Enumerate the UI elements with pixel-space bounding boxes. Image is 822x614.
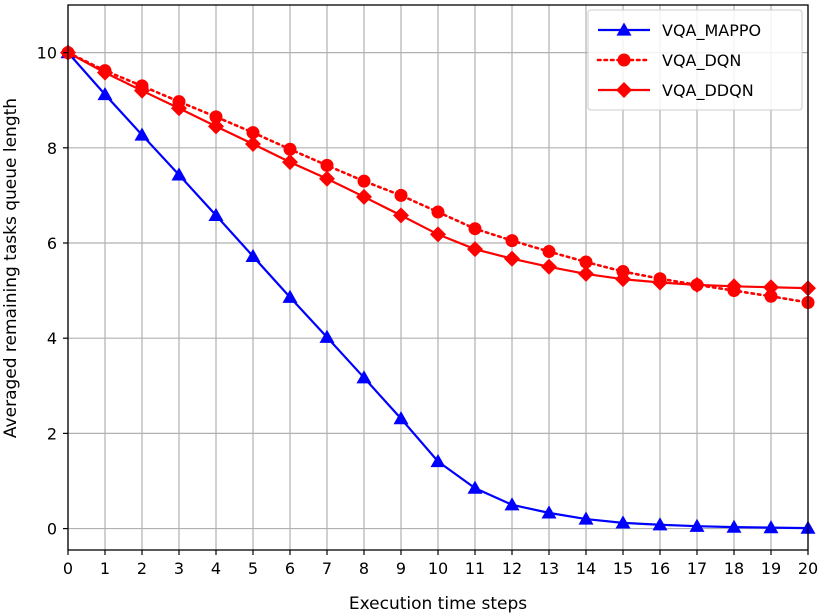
legend-label: VQA_DQN <box>662 51 741 71</box>
data-point <box>282 154 298 171</box>
data-point <box>283 142 297 156</box>
x-tick-label: 19 <box>761 559 781 578</box>
data-point <box>208 118 224 135</box>
legend: VQA_MAPPO VQA_DQN VQA_DDQN <box>587 9 803 111</box>
data-point <box>652 274 668 291</box>
data-point <box>357 174 371 188</box>
legend-marker <box>617 53 631 67</box>
data-point <box>504 497 520 511</box>
legend-marker <box>616 22 632 36</box>
y-tick-label: 2 <box>47 424 57 443</box>
y-tick-label: 4 <box>47 329 57 348</box>
x-tick-label: 6 <box>285 559 295 578</box>
data-point <box>246 126 260 140</box>
data-point <box>319 329 335 343</box>
y-tick-label: 0 <box>47 520 57 539</box>
x-tick-label: 12 <box>502 559 522 578</box>
x-tick-label: 9 <box>396 559 406 578</box>
data-point <box>542 245 556 259</box>
x-tick-label: 16 <box>650 559 670 578</box>
data-point <box>134 127 150 141</box>
data-point <box>541 505 557 519</box>
x-tick-label: 3 <box>174 559 184 578</box>
data-point <box>97 86 113 101</box>
data-point <box>394 188 408 202</box>
x-tick-label: 13 <box>539 559 559 578</box>
data-point <box>579 255 593 269</box>
legend-box <box>587 9 803 111</box>
data-point <box>578 511 594 525</box>
data-point <box>282 289 298 303</box>
data-point <box>541 258 557 275</box>
x-axis-label: Execution time steps <box>349 594 527 614</box>
x-tick-label: 20 <box>798 559 818 578</box>
y-axis-label: Averaged remaining tasks queue length <box>1 98 21 438</box>
legend-label: VQA_MAPPO <box>662 21 761 41</box>
data-point <box>689 276 705 293</box>
x-tick-label: 18 <box>724 559 744 578</box>
y-tick-label: 10 <box>37 44 57 63</box>
data-point <box>431 205 445 219</box>
y-tick-label: 8 <box>47 139 57 158</box>
data-point <box>393 411 409 425</box>
data-point <box>467 241 483 258</box>
data-point <box>726 278 742 295</box>
data-point <box>134 82 150 99</box>
data-point <box>97 64 113 81</box>
legend-item: VQA_DDQN <box>598 81 754 101</box>
data-point <box>393 207 409 224</box>
data-point <box>245 248 261 262</box>
x-tick-label: 11 <box>465 559 485 578</box>
data-point <box>652 517 668 531</box>
data-point <box>578 265 594 282</box>
y-tick-label: 6 <box>47 234 57 253</box>
data-point <box>356 188 372 205</box>
x-tick-label: 0 <box>63 559 73 578</box>
x-tick-label: 10 <box>428 559 448 578</box>
legend-label: VQA_DDQN <box>662 81 754 101</box>
data-point <box>208 207 224 222</box>
x-tick-label: 2 <box>137 559 147 578</box>
data-point <box>689 518 705 532</box>
data-point <box>763 279 779 296</box>
data-point <box>356 370 372 384</box>
data-point <box>430 226 446 243</box>
x-tick-label: 17 <box>687 559 707 578</box>
data-point <box>764 289 778 303</box>
x-tick-label: 15 <box>613 559 633 578</box>
data-point <box>504 250 520 267</box>
data-point <box>430 453 446 468</box>
x-tick-label: 4 <box>211 559 221 578</box>
data-point <box>763 520 779 534</box>
x-tick-label: 5 <box>248 559 258 578</box>
data-point <box>615 271 631 288</box>
data-point <box>320 158 334 172</box>
x-tick-label: 7 <box>322 559 332 578</box>
legend-item: VQA_DQN <box>596 51 741 71</box>
data-point <box>171 100 187 117</box>
legend-marker <box>616 82 632 98</box>
legend-item: VQA_MAPPO <box>598 21 761 41</box>
series-vqa-ddqn <box>60 44 816 297</box>
data-point <box>245 135 261 152</box>
data-point <box>467 480 483 494</box>
data-point <box>505 234 519 248</box>
x-tick-label: 14 <box>576 559 596 578</box>
data-point <box>615 515 631 529</box>
data-point <box>468 222 482 236</box>
data-point <box>726 519 742 533</box>
data-point <box>209 110 223 124</box>
data-point <box>319 170 335 187</box>
x-tick-label: 8 <box>359 559 369 578</box>
x-tick-label: 1 <box>100 559 110 578</box>
series-layer <box>60 44 816 534</box>
data-point <box>171 167 187 181</box>
